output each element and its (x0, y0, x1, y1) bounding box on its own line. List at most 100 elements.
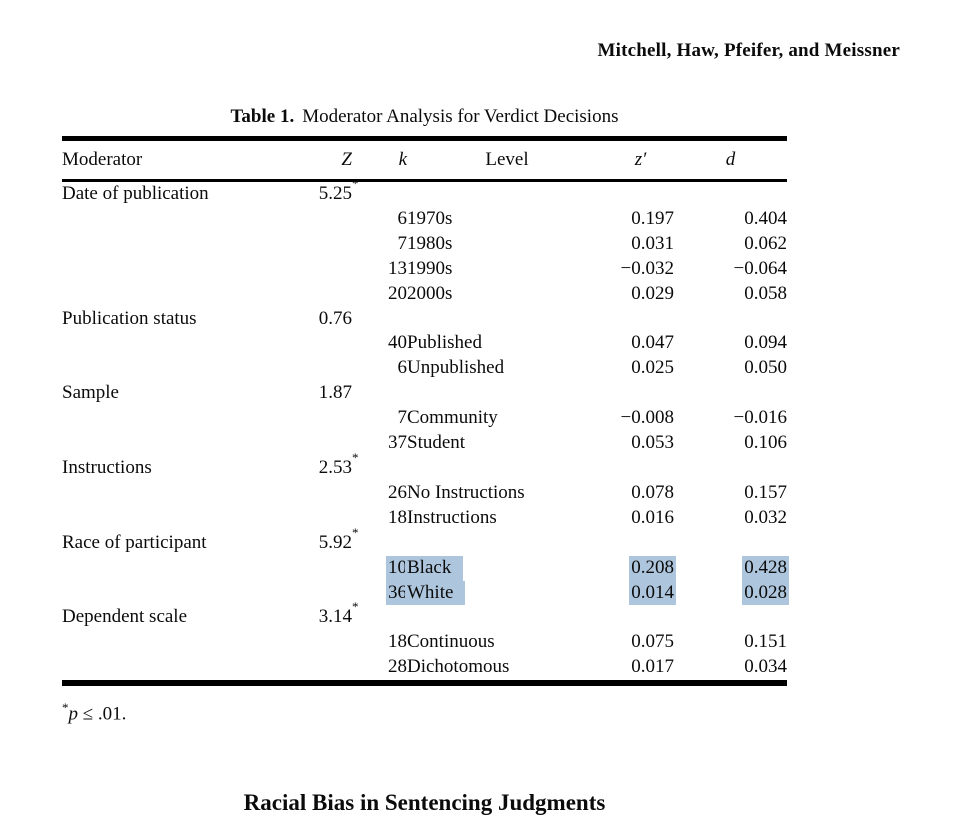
cell-d (674, 456, 787, 481)
cell-level: 1980s (407, 232, 453, 254)
cell-z-prime: 0.014 (607, 580, 676, 606)
cell-z: 1.87 (272, 381, 352, 406)
highlighted-text: 10 (386, 555, 409, 581)
cell-moderator: Date of publication (62, 183, 209, 204)
col-header-z: Z (272, 138, 352, 182)
moderator-row: Sample 1.87 (62, 381, 787, 406)
cell-moderator: Dependent scale (62, 606, 188, 628)
highlighted-text: Black (405, 555, 464, 581)
moderator-row: Instructions 2.53 * (62, 451, 787, 481)
significance-star: * (352, 176, 359, 191)
cell-level: No Instructions (407, 481, 525, 503)
highlighted-text: 0.208 (629, 555, 676, 581)
footnote-text: ≤ .01. (78, 703, 127, 725)
cell-z (272, 406, 352, 431)
cell-level (407, 531, 607, 556)
running-foot-title: Racial Bias in Sentencing Judgments (243, 790, 606, 815)
cell-d: −0.016 (733, 407, 787, 429)
col-header-k: k (352, 138, 407, 182)
cell-z (272, 506, 352, 531)
cell-k: 40 (388, 332, 407, 354)
cell-z-prime: 0.208 (607, 555, 676, 581)
cell-z (272, 655, 352, 683)
cell-d (674, 531, 787, 556)
cell-d (674, 181, 787, 207)
level-row: 26 No Instructions 0.078 0.157 (62, 481, 787, 506)
cell-d: 0.034 (744, 656, 787, 678)
table-footnote: *p ≤ .01. (62, 701, 126, 725)
cell-level: Dichotomous (407, 656, 510, 678)
cell-d: 0.062 (744, 232, 787, 254)
cell-level: 2000s (407, 282, 453, 304)
cell-z-prime (607, 307, 674, 332)
cell-level: 1990s (407, 257, 453, 279)
highlighted-text: 36 (386, 580, 409, 606)
cell-z-prime (607, 531, 674, 556)
cell-moderator (62, 630, 272, 655)
cell-moderator (62, 506, 272, 531)
cell-k (352, 531, 407, 556)
cell-level: Unpublished (407, 357, 505, 379)
level-row: 37 Student 0.053 0.106 (62, 431, 787, 456)
table-header-row: Moderator Z k Level z′ d (62, 138, 787, 182)
cell-k: 18 (388, 506, 407, 528)
level-row: 18 Continuous 0.075 0.151 (62, 630, 787, 655)
cell-level (407, 181, 607, 207)
cell-d: 0.050 (744, 357, 787, 379)
cell-z-prime: 0.016 (631, 506, 674, 528)
cell-d: 0.151 (744, 631, 787, 653)
z-value: 3.14 * (318, 599, 359, 628)
level-row: 7 Community −0.008 −0.016 (62, 406, 788, 431)
level-row: 40 Published 0.047 0.094 (62, 331, 787, 356)
cell-z (272, 232, 352, 257)
cell-k: 6 (397, 357, 408, 379)
significance-star: * (352, 599, 359, 615)
cell-z (272, 556, 352, 581)
cell-level (407, 381, 607, 406)
footnote-p-symbol: p (68, 703, 79, 725)
cell-moderator (62, 481, 272, 506)
cell-moderator (62, 232, 272, 257)
z-value: 5.92 * (318, 524, 359, 553)
col-header-moderator: Moderator (62, 138, 272, 182)
cell-level: 1970s (407, 207, 453, 229)
highlighted-text: 0.428 (742, 555, 789, 581)
cell-level (407, 307, 607, 332)
cell-k: 28 (388, 656, 407, 678)
cell-z (272, 331, 352, 356)
cell-moderator: Publication status (62, 307, 197, 329)
cell-z-prime (607, 381, 674, 406)
cell-k: 7 (397, 232, 408, 254)
level-row: 18 Instructions 0.016 0.032 (62, 506, 787, 531)
cell-k: 26 (388, 481, 407, 503)
z-value: 0.76 (318, 307, 352, 329)
cell-k (352, 307, 407, 332)
cell-moderator (62, 581, 272, 606)
level-row: 10 Black 0.208 0.428 (62, 555, 789, 581)
cell-d (674, 381, 787, 406)
table-caption: Table 1. Moderator Analysis for Verdict D… (62, 106, 787, 128)
cell-z (272, 581, 352, 606)
cell-moderator (62, 431, 272, 456)
cell-level: Student (407, 432, 466, 454)
significance-star: * (352, 524, 359, 540)
cell-d: −0.064 (733, 257, 787, 279)
moderator-analysis-table: Moderator Z k Level z′ d Date of publica… (62, 136, 789, 687)
cell-moderator (62, 655, 272, 683)
cell-k: 18 (388, 631, 407, 653)
highlighted-text: 0.014 (629, 580, 676, 606)
cell-level: Black (405, 555, 607, 581)
cell-moderator: Sample (62, 382, 119, 404)
cell-z: 2.53 * (272, 451, 359, 481)
cell-moderator (62, 207, 272, 232)
cell-z-prime: −0.008 (620, 407, 674, 429)
cell-z-prime: 0.017 (631, 656, 674, 678)
cell-z-prime: 0.029 (631, 282, 674, 304)
cell-d: 0.058 (744, 282, 787, 304)
footnote-marker: * (62, 700, 69, 715)
cell-d (674, 307, 787, 332)
cell-k: 13 (388, 257, 407, 279)
running-head-authors: Mitchell, Haw, Pfeifer, and Meissner (597, 40, 900, 61)
cell-z-prime: 0.025 (631, 357, 674, 379)
